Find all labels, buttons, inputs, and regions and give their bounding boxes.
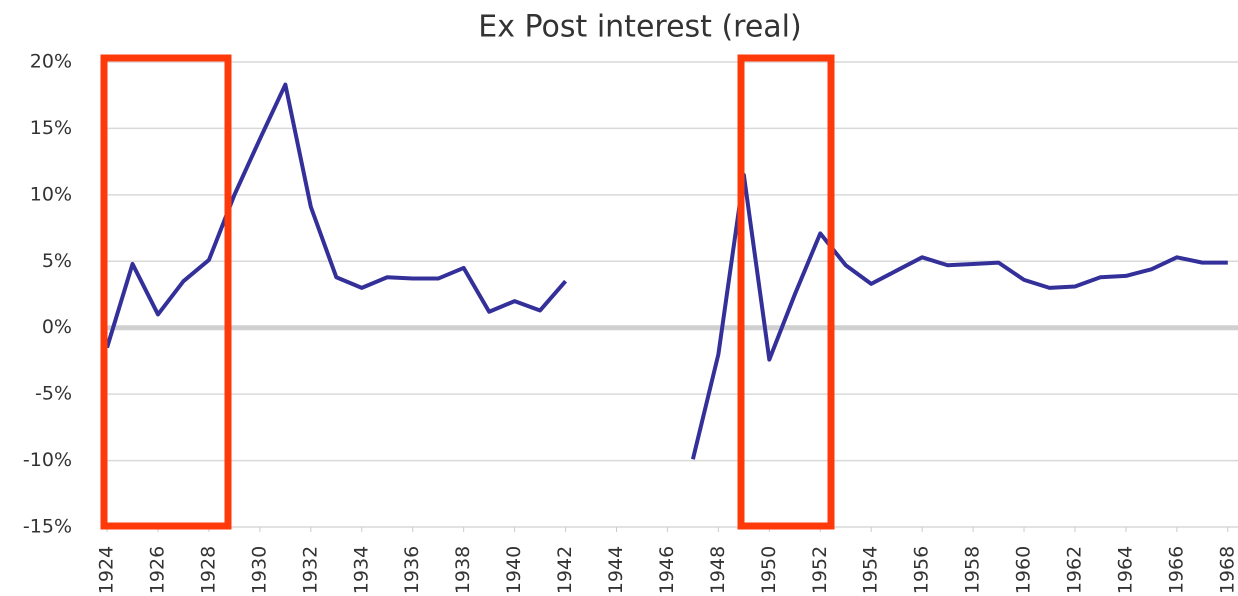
x-tick-label: 1944: [605, 546, 627, 594]
y-tick-label: -15%: [23, 516, 72, 538]
x-tick-label: 1966: [1165, 546, 1187, 594]
y-tick-label: 20%: [30, 51, 72, 73]
x-tick-label: 1930: [248, 546, 270, 594]
x-tick-label: 1948: [707, 546, 729, 594]
x-tick-label: 1936: [401, 546, 423, 594]
x-tick-label: 1932: [299, 546, 321, 594]
highlight-box: [100, 54, 232, 530]
y-tick-label: 15%: [30, 117, 72, 139]
chart-title: Ex Post interest (real): [478, 10, 801, 45]
y-tick-label: 10%: [30, 183, 72, 205]
x-tick-label: 1926: [146, 546, 168, 594]
plot: [105, 82, 1228, 460]
x-tick-label: 1968: [1216, 546, 1238, 594]
x-tick-label: 1938: [452, 546, 474, 594]
x-tick-label: 1960: [1013, 546, 1035, 594]
series-line: [105, 82, 1228, 460]
x-tick-label: 1964: [1114, 546, 1136, 594]
x-tick-label: 1954: [860, 546, 882, 594]
x-tick-label: 1934: [350, 546, 372, 594]
y-tick-label: -5%: [35, 383, 72, 405]
x-tick-label: 1962: [1063, 546, 1085, 594]
y-tick-label: -10%: [23, 449, 72, 471]
y-tick-label: 5%: [42, 250, 72, 272]
highlight-box: [737, 54, 835, 530]
x-tick-label: 1950: [758, 546, 780, 594]
x-tick-label: 1956: [911, 546, 933, 594]
x-tick-label: 1952: [809, 546, 831, 594]
x-tick-label: 1942: [554, 546, 576, 594]
x-tick-label: 1958: [962, 546, 984, 594]
x-tick-label: 1940: [503, 546, 525, 594]
x-tick-label: 1924: [96, 546, 118, 594]
y-tick-label: 0%: [42, 316, 72, 338]
x-tick-label: 1946: [656, 546, 678, 594]
grid: [104, 61, 1238, 532]
x-tick-label: 1928: [197, 546, 219, 594]
